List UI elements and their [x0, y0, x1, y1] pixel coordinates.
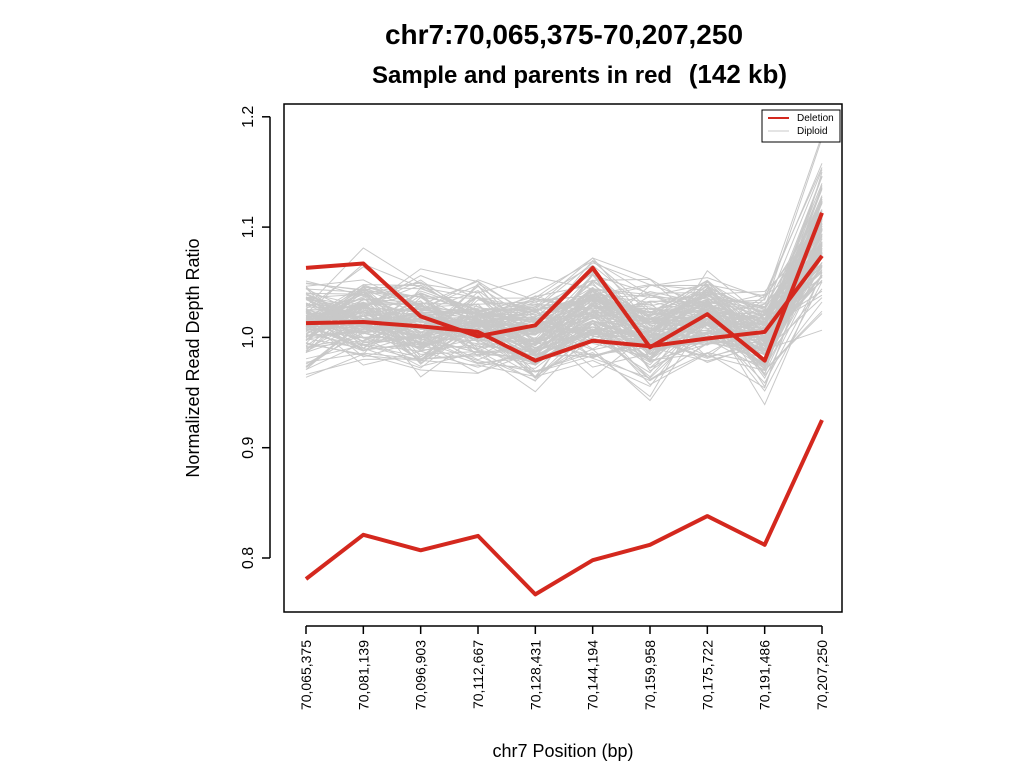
- x-axis: 70,065,375 70,081,139 70,096,903 70,112,667…: [298, 625, 830, 710]
- y-tick-label: 1.2: [240, 106, 257, 128]
- diploid-line: [305, 238, 823, 357]
- x-tick-label: 70,144,194: [585, 640, 601, 710]
- y-tick-label: 0.9: [240, 436, 257, 458]
- diploid-line: [305, 219, 823, 336]
- y-axis: 0.8 0.9 1.0 1.1 1.2: [240, 106, 271, 569]
- plot-frame: [283, 103, 843, 613]
- deletion-series-line: [305, 254, 824, 363]
- x-tick-label: 70,159,958: [642, 640, 658, 710]
- diploid-line: [305, 233, 823, 356]
- chart-subtitle: Sample and parents in red (142 kb): [372, 59, 787, 89]
- diploid-line: [305, 196, 823, 350]
- x-axis-label: chr7 Position (bp): [492, 741, 633, 761]
- diploid-lines: [305, 135, 823, 406]
- chart-title: chr7:70,065,375-70,207,250: [385, 19, 743, 50]
- diploid-line: [305, 183, 823, 326]
- y-tick-label: 0.8: [240, 547, 257, 569]
- x-tick-label: 70,112,667: [470, 640, 486, 709]
- diploid-line: [305, 244, 823, 352]
- deletion-series-line: [304, 419, 824, 597]
- diploid-line: [305, 223, 823, 363]
- legend-diploid-label: Diploid: [797, 126, 828, 137]
- x-tick-label: 70,096,903: [413, 640, 429, 710]
- diploid-line: [305, 215, 823, 369]
- x-tick-label: 70,065,375: [298, 640, 314, 710]
- x-tick-label: 70,191,486: [757, 640, 773, 710]
- y-axis-label: Normalized Read Depth Ratio: [183, 238, 203, 477]
- y-tick-label: 1.1: [240, 216, 257, 238]
- y-tick-label: 1.0: [240, 326, 257, 348]
- diploid-line: [305, 247, 823, 382]
- diploid-line: [305, 248, 823, 349]
- chart-subtitle-text: Sample and parents in red: [372, 62, 672, 89]
- legend-box: [761, 109, 841, 143]
- x-tick-label: 70,081,139: [355, 640, 371, 710]
- chart-subtitle-size: (142 kb): [689, 59, 787, 89]
- diploid-line: [305, 256, 823, 388]
- legend: Deletion Diploid: [761, 109, 841, 143]
- legend-deletion-label: Deletion: [797, 113, 834, 124]
- x-tick-label: 70,207,250: [814, 640, 830, 710]
- deletion-lines: [304, 212, 824, 597]
- deletion-series-line: [305, 212, 824, 363]
- x-tick-label: 70,128,431: [527, 640, 543, 710]
- x-tick-label: 70,175,722: [699, 640, 715, 710]
